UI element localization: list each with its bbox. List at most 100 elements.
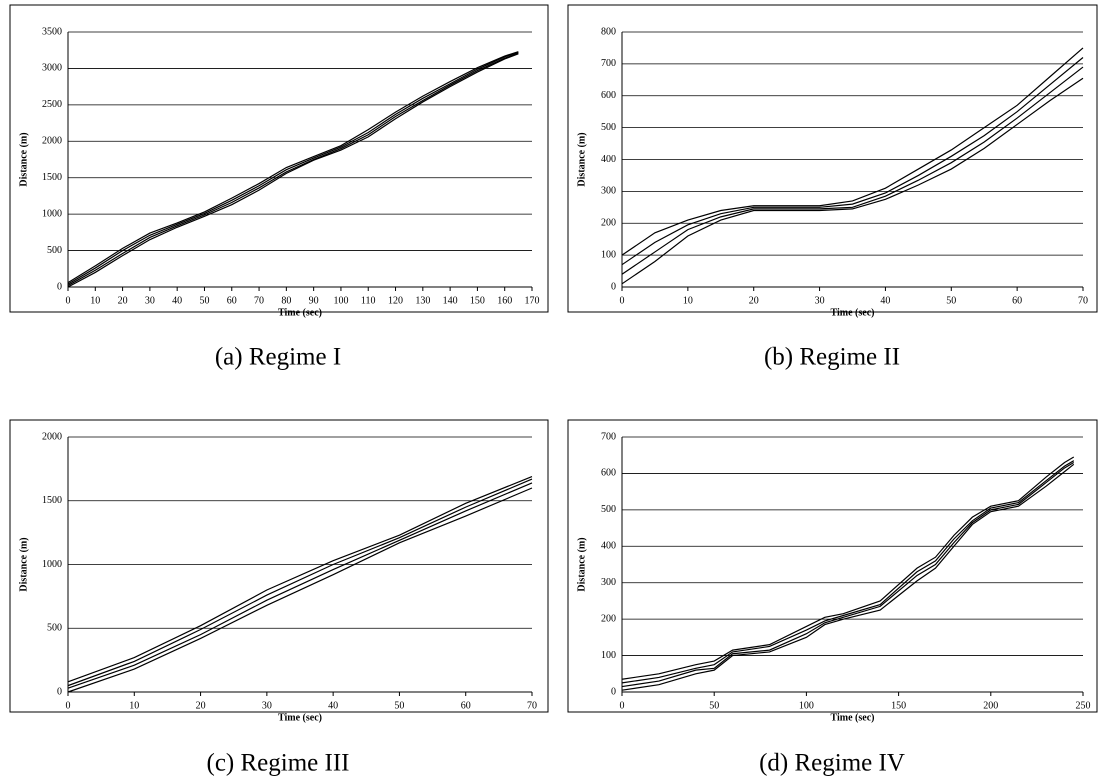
- y-tick-label: 3500: [42, 26, 62, 37]
- series-line: [67, 482, 533, 689]
- panel-border: [567, 419, 1098, 713]
- y-tick-label: 0: [57, 281, 62, 292]
- x-tick-label: 40: [172, 295, 182, 306]
- caption: (a) Regime I: [215, 344, 341, 371]
- y-tick-label: 500: [47, 245, 62, 256]
- x-tick-label: 20: [196, 700, 206, 711]
- y-tick-label: 500: [601, 122, 616, 133]
- x-tick-label: 100: [333, 295, 348, 306]
- y-tick-label: 200: [601, 218, 616, 229]
- y-tick-label: 300: [601, 577, 616, 588]
- series-line: [621, 57, 1084, 266]
- x-tick-label: 10: [90, 295, 100, 306]
- x-tick-label: 20: [118, 295, 128, 306]
- y-tick-label: 0: [611, 281, 616, 292]
- y-tick-label: 400: [601, 541, 616, 552]
- series-line: [67, 478, 533, 687]
- y-tick-label: 700: [601, 58, 616, 69]
- series-line: [621, 460, 1075, 684]
- series-line: [621, 463, 1075, 691]
- x-tick-label: 30: [262, 700, 272, 711]
- series-line: [67, 51, 519, 285]
- series-line: [621, 461, 1075, 688]
- x-tick-label: 0: [66, 295, 71, 306]
- panel-border: [567, 4, 1098, 313]
- series-line: [67, 51, 519, 284]
- y-axis-title: Distance (m): [18, 132, 29, 186]
- y-tick-label: 0: [611, 686, 616, 697]
- x-tick-label: 250: [1076, 700, 1091, 711]
- series-line: [67, 53, 519, 288]
- x-tick-label: 0: [620, 295, 625, 306]
- panel-border: [9, 4, 549, 313]
- y-axis-title: Distance (m): [576, 537, 587, 591]
- x-tick-label: 70: [254, 295, 264, 306]
- x-tick-label: 140: [443, 295, 458, 306]
- y-tick-label: 200: [601, 613, 616, 624]
- caption: (d) Regime IV: [759, 750, 905, 777]
- x-tick-label: 30: [815, 295, 825, 306]
- x-tick-label: 0: [620, 700, 625, 711]
- y-tick-label: 2500: [42, 99, 62, 110]
- y-tick-label: 3000: [42, 63, 62, 74]
- x-tick-label: 50: [199, 295, 209, 306]
- y-tick-label: 1000: [42, 559, 62, 570]
- x-tick-label: 50: [394, 700, 404, 711]
- caption: (b) Regime II: [764, 344, 900, 371]
- x-tick-label: 70: [527, 700, 537, 711]
- y-tick-label: 1000: [42, 208, 62, 219]
- y-tick-label: 1500: [42, 495, 62, 506]
- y-tick-label: 300: [601, 186, 616, 197]
- x-tick-label: 0: [66, 700, 71, 711]
- x-tick-label: 40: [880, 295, 890, 306]
- x-tick-label: 170: [525, 295, 540, 306]
- y-tick-label: 500: [601, 504, 616, 515]
- series-line: [621, 456, 1075, 680]
- x-tick-label: 10: [129, 700, 139, 711]
- x-tick-label: 30: [145, 295, 155, 306]
- series-line: [621, 77, 1084, 285]
- caption: (c) Regime III: [207, 750, 350, 777]
- y-axis-title: Distance (m): [576, 132, 587, 186]
- y-tick-label: 1500: [42, 172, 62, 183]
- y-tick-label: 600: [601, 468, 616, 479]
- series-line: [67, 487, 533, 693]
- x-tick-label: 150: [891, 700, 906, 711]
- y-tick-label: 0: [57, 686, 62, 697]
- x-axis-title: Time (sec): [831, 307, 875, 318]
- x-axis-title: Time (sec): [831, 712, 875, 723]
- x-tick-label: 110: [361, 295, 376, 306]
- x-tick-label: 60: [461, 700, 471, 711]
- y-axis-title: Distance (m): [18, 537, 29, 591]
- y-tick-label: 100: [601, 249, 616, 260]
- y-tick-label: 600: [601, 90, 616, 101]
- x-tick-label: 40: [328, 700, 338, 711]
- x-tick-label: 50: [709, 700, 719, 711]
- x-tick-label: 130: [415, 295, 430, 306]
- y-tick-label: 100: [601, 650, 616, 661]
- x-tick-label: 200: [983, 700, 998, 711]
- x-tick-label: 160: [497, 295, 512, 306]
- x-tick-label: 20: [749, 295, 759, 306]
- y-tick-label: 2000: [42, 136, 62, 147]
- x-tick-label: 120: [388, 295, 403, 306]
- x-tick-label: 80: [281, 295, 291, 306]
- x-tick-label: 60: [227, 295, 237, 306]
- series-line: [67, 475, 533, 683]
- x-tick-label: 10: [683, 295, 693, 306]
- x-axis-title: Time (sec): [278, 712, 322, 723]
- series-line: [67, 52, 519, 287]
- panel-border: [9, 419, 549, 713]
- x-axis-title: Time (sec): [278, 307, 322, 318]
- x-tick-label: 90: [309, 295, 319, 306]
- y-tick-label: 800: [601, 26, 616, 37]
- x-tick-label: 50: [946, 295, 956, 306]
- series-line: [621, 66, 1084, 275]
- x-tick-label: 100: [799, 700, 814, 711]
- y-tick-label: 500: [47, 623, 62, 634]
- y-tick-label: 700: [601, 431, 616, 442]
- series-line: [621, 47, 1084, 256]
- y-tick-label: 400: [601, 154, 616, 165]
